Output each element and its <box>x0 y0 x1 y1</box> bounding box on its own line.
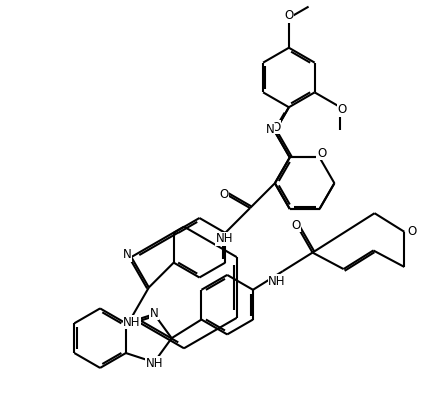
Text: O: O <box>317 147 326 160</box>
Text: O: O <box>271 121 281 134</box>
Text: N: N <box>266 124 274 136</box>
Text: O: O <box>291 219 301 232</box>
Text: O: O <box>337 103 347 116</box>
Text: O: O <box>284 9 293 22</box>
Text: N: N <box>123 248 131 262</box>
Text: N: N <box>150 307 159 320</box>
Text: NH: NH <box>268 275 285 288</box>
Text: NH: NH <box>146 357 163 369</box>
Text: O: O <box>407 225 416 238</box>
Text: NH: NH <box>216 232 233 245</box>
Text: NH: NH <box>123 315 141 329</box>
Text: O: O <box>219 188 229 201</box>
